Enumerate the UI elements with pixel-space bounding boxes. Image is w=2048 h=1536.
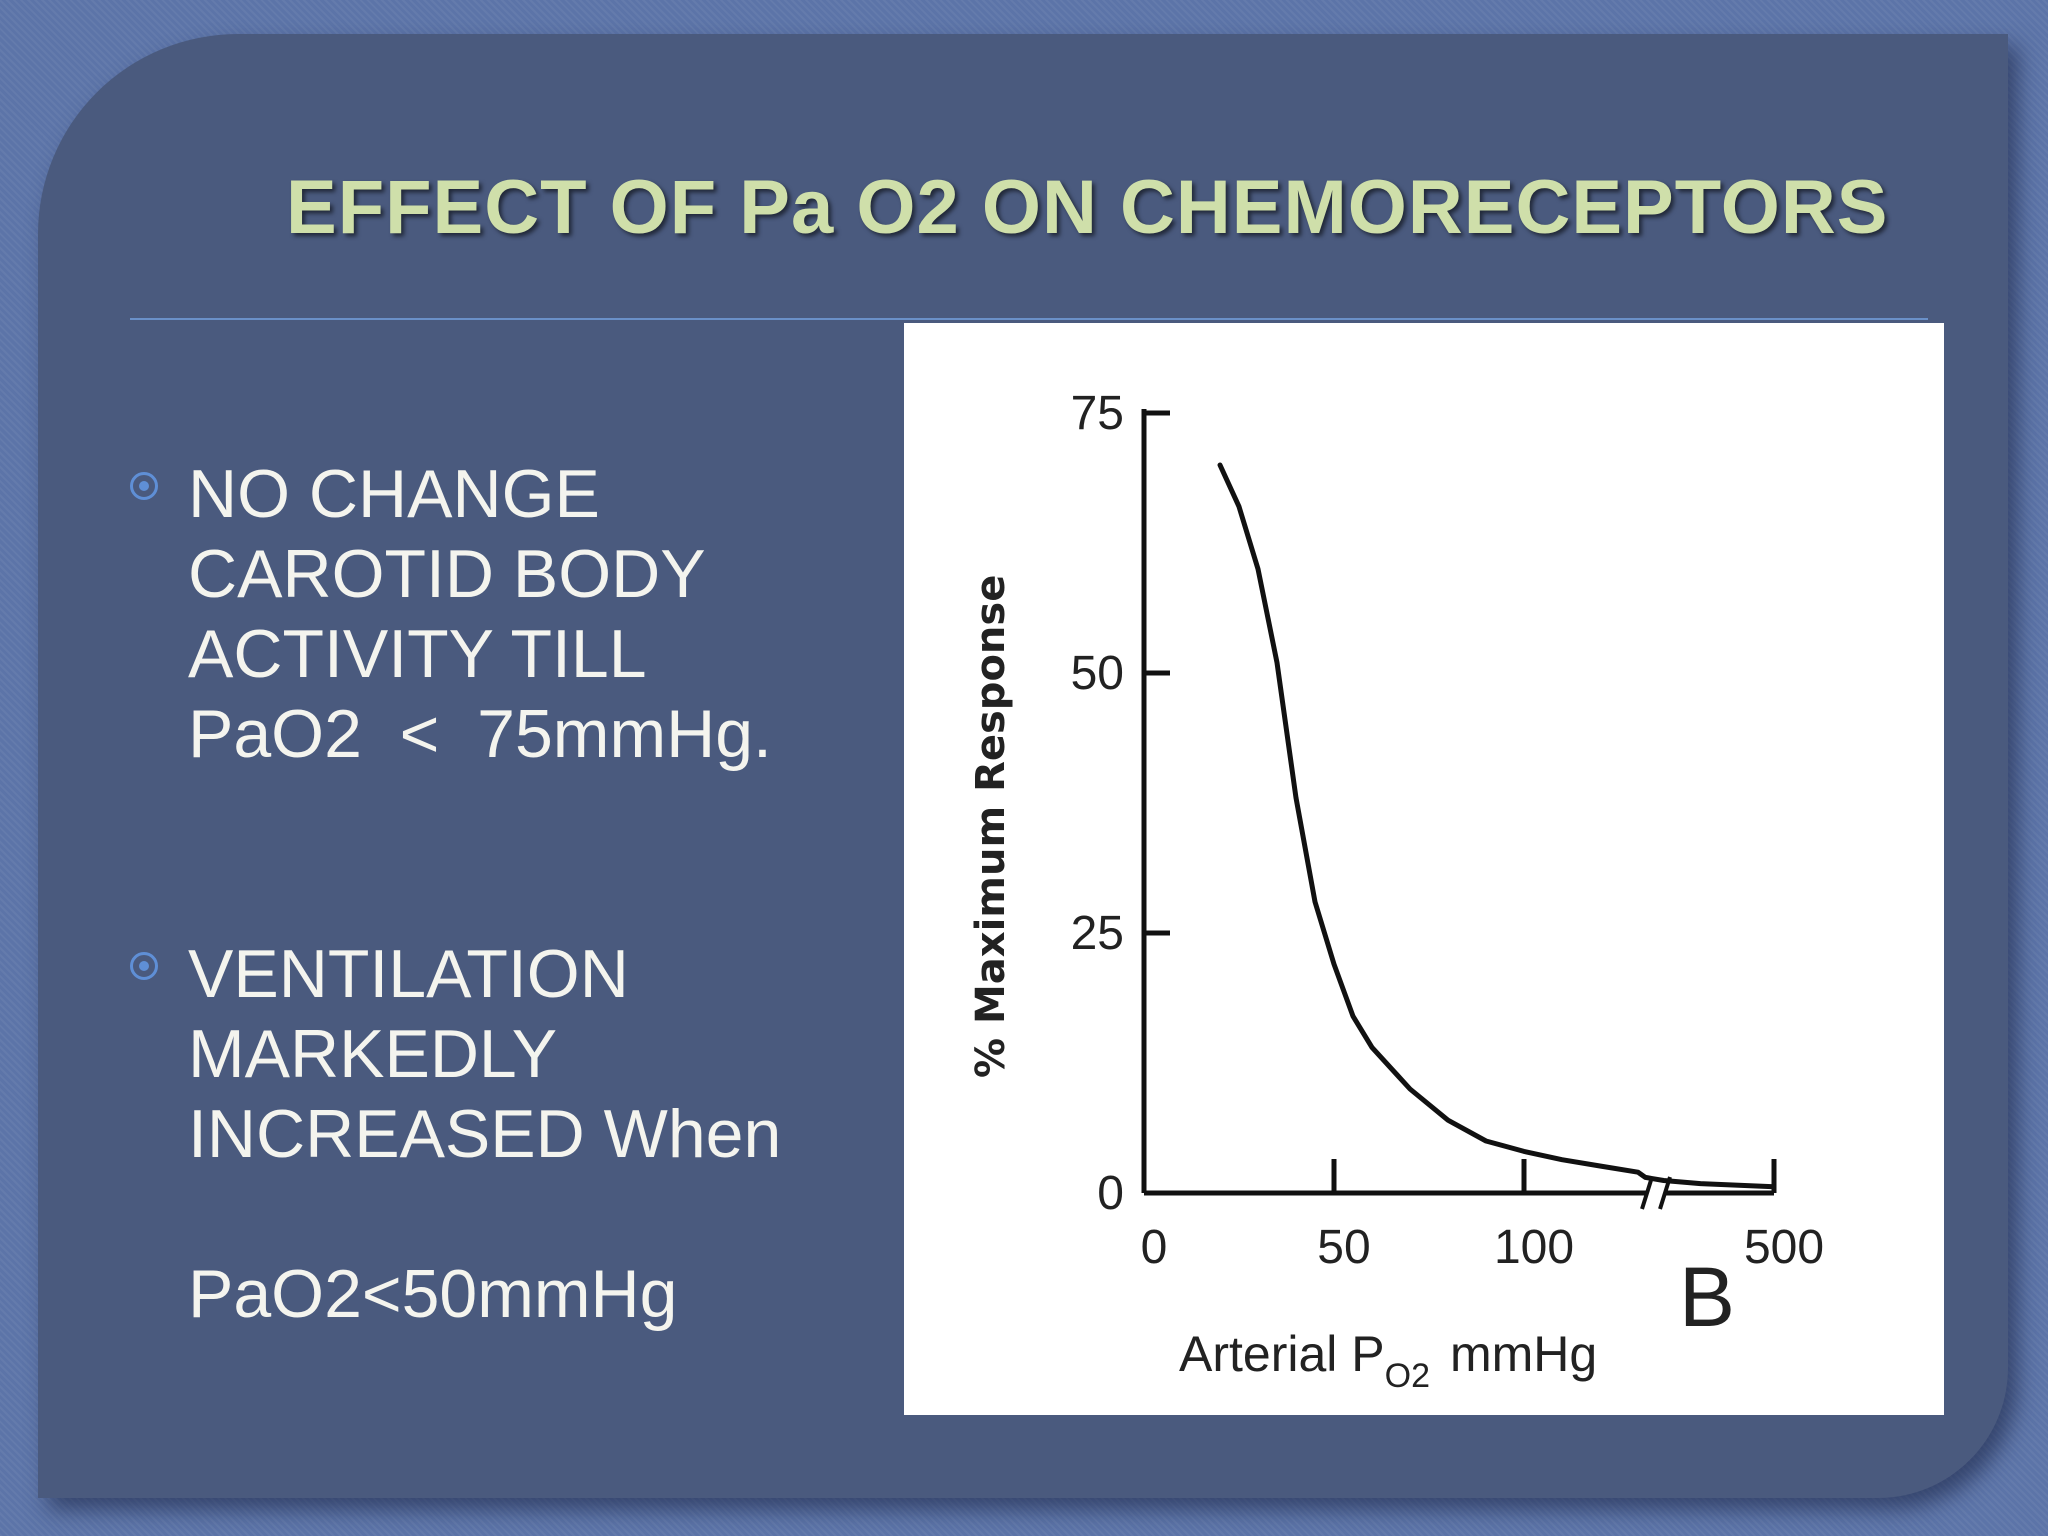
x-tick-label: 50 bbox=[1317, 1221, 1370, 1274]
y-tick-label: 50 bbox=[1071, 647, 1124, 700]
y-axis-label: % Maximum Response bbox=[968, 575, 1014, 1078]
bullet-line: CAROTID BODY bbox=[188, 536, 706, 612]
x-axis-break-mark bbox=[1640, 1176, 1654, 1210]
bullet-marker-icon bbox=[130, 952, 158, 980]
slide-title: EFFECT OF Pa O2 ON CHEMORECEPTORS bbox=[286, 165, 1889, 250]
x-tick-label: 0 bbox=[1141, 1221, 1168, 1274]
chart-ticks: 0 25 50 75 0 50 100 500 bbox=[1071, 387, 1824, 1274]
title-divider bbox=[130, 318, 1928, 320]
panel-label: B bbox=[1679, 1250, 1735, 1344]
bullet-line: PaO2 < 75mmHg. bbox=[188, 696, 772, 772]
response-curve-line bbox=[1217, 462, 1777, 1190]
bullet-line: INCREASED When bbox=[188, 1096, 782, 1172]
bullet-line: NO CHANGE bbox=[188, 456, 600, 532]
y-tick-label: 75 bbox=[1071, 387, 1124, 440]
x-axis-label-main: Arterial P bbox=[1179, 1326, 1385, 1382]
x-axis-label-unit: mmHg bbox=[1450, 1326, 1597, 1382]
bullet-spacer bbox=[188, 1174, 928, 1254]
bullet-line: MARKEDLY bbox=[188, 1016, 558, 1092]
bullet-line: ACTIVITY TILL bbox=[188, 616, 647, 692]
y-tick-label: 25 bbox=[1071, 907, 1124, 960]
bullet-text: NO CHANGE CAROTID BODY ACTIVITY TILL PaO… bbox=[188, 454, 928, 774]
bullet-line: VENTILATION bbox=[188, 936, 629, 1012]
slide: EFFECT OF Pa O2 ON CHEMORECEPTORS NO CHA… bbox=[38, 34, 2008, 1498]
chart-figure: 0 25 50 75 0 50 100 500 % Maximum Response Arte… bbox=[904, 323, 1944, 1415]
x-axis-label-subscript: O2 bbox=[1385, 1357, 1430, 1395]
x-tick-label: 100 bbox=[1494, 1221, 1574, 1274]
bullet-text: VENTILATION MARKEDLY INCREASED When PaO2… bbox=[188, 934, 928, 1334]
chart-svg: 0 25 50 75 0 50 100 500 % Maximum Response Arte… bbox=[968, 387, 1824, 1395]
x-tick-label: 500 bbox=[1744, 1221, 1824, 1274]
y-tick-label: 0 bbox=[1097, 1167, 1124, 1220]
bullet-marker-icon bbox=[130, 472, 158, 500]
chart-axes bbox=[1141, 409, 1774, 1210]
chart-series bbox=[1217, 462, 1777, 1190]
bullet-line: PaO2<50mmHg bbox=[188, 1256, 678, 1332]
x-axis-label: Arterial PO2 mmHg bbox=[1179, 1326, 1597, 1395]
